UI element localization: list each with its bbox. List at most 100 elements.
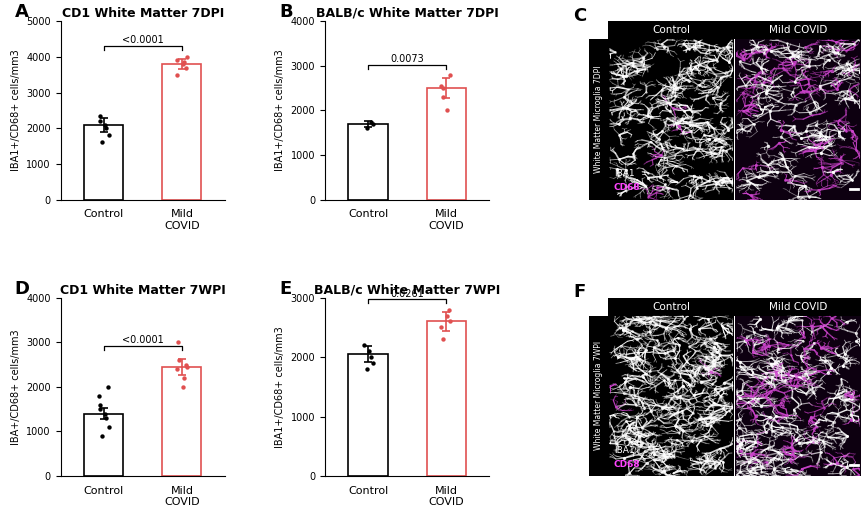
Point <box>763 107 777 115</box>
Point <box>798 43 812 51</box>
Point <box>623 413 637 421</box>
Point <box>814 343 828 352</box>
Point <box>101 131 115 140</box>
Point <box>803 88 817 96</box>
Text: Mild COVID: Mild COVID <box>769 25 827 35</box>
Point <box>722 184 736 192</box>
Point <box>706 358 720 366</box>
Text: 0.0261: 0.0261 <box>390 289 424 298</box>
Point <box>777 64 791 72</box>
Point <box>772 449 786 457</box>
Point <box>722 406 736 415</box>
Point <box>93 400 106 409</box>
Point <box>785 443 798 452</box>
Point <box>773 430 787 439</box>
Text: 0.0073: 0.0073 <box>390 54 424 65</box>
Point <box>611 165 625 173</box>
Point <box>803 62 817 70</box>
Point <box>841 65 855 74</box>
Point <box>638 454 651 463</box>
Point <box>617 389 631 398</box>
Point <box>698 339 712 348</box>
Point <box>622 85 636 94</box>
Point <box>643 327 657 336</box>
Point <box>654 370 668 378</box>
Point <box>641 112 655 120</box>
Point <box>643 367 657 376</box>
Point <box>613 323 627 332</box>
Text: IBA1: IBA1 <box>614 446 634 455</box>
Point <box>753 315 767 324</box>
Text: B: B <box>279 3 292 21</box>
Point <box>697 363 711 371</box>
Point <box>794 352 808 360</box>
Point <box>708 149 721 158</box>
Point <box>734 447 748 455</box>
Point <box>616 71 630 80</box>
Point <box>667 323 681 332</box>
Point <box>789 101 803 109</box>
Point <box>673 341 687 349</box>
Point <box>767 386 781 394</box>
Point <box>783 420 797 428</box>
Point <box>638 346 652 354</box>
Point <box>708 362 721 371</box>
Point <box>639 183 653 191</box>
Point <box>666 104 680 113</box>
Text: <0.0001: <0.0001 <box>122 35 163 45</box>
Point <box>606 411 620 419</box>
Point <box>686 409 700 417</box>
Point <box>644 407 657 415</box>
Point <box>754 64 768 72</box>
Point <box>637 53 650 62</box>
Point <box>676 127 689 136</box>
Point <box>781 341 795 349</box>
Point <box>762 379 776 387</box>
Bar <box>608 21 861 39</box>
Point <box>715 136 729 145</box>
Point <box>677 107 691 115</box>
Point <box>815 163 829 171</box>
Y-axis label: IBA1+/CD68+ cells/mm3: IBA1+/CD68+ cells/mm3 <box>275 326 285 448</box>
Point <box>672 121 686 130</box>
Point <box>840 59 854 68</box>
Point <box>788 451 802 460</box>
Point <box>837 452 851 460</box>
Point <box>706 94 720 102</box>
Point <box>668 422 682 431</box>
Point <box>705 402 719 410</box>
Point <box>707 343 721 351</box>
Point <box>839 357 853 366</box>
Point <box>172 356 186 364</box>
Point <box>632 432 646 440</box>
Point <box>671 333 685 342</box>
Point <box>849 329 862 338</box>
Point <box>733 415 746 424</box>
Point <box>822 50 836 59</box>
Point <box>716 458 730 466</box>
Point <box>698 364 712 373</box>
Point <box>676 407 689 415</box>
Point <box>641 169 655 177</box>
Point <box>740 336 753 344</box>
Point <box>832 77 846 86</box>
Point <box>739 336 753 345</box>
Point <box>830 85 843 94</box>
Point <box>669 119 682 127</box>
Point <box>817 135 831 144</box>
Point <box>801 80 815 89</box>
Point <box>844 393 858 401</box>
Point <box>688 370 702 379</box>
Point <box>849 145 863 154</box>
Point <box>770 369 784 377</box>
Point <box>625 327 639 335</box>
Point <box>751 173 765 181</box>
Point <box>709 339 723 347</box>
Point <box>830 459 844 468</box>
Point <box>786 87 800 96</box>
Point <box>642 193 656 201</box>
Bar <box>426 88 466 199</box>
Point <box>707 360 721 368</box>
Point <box>629 401 643 409</box>
Point <box>672 429 686 437</box>
